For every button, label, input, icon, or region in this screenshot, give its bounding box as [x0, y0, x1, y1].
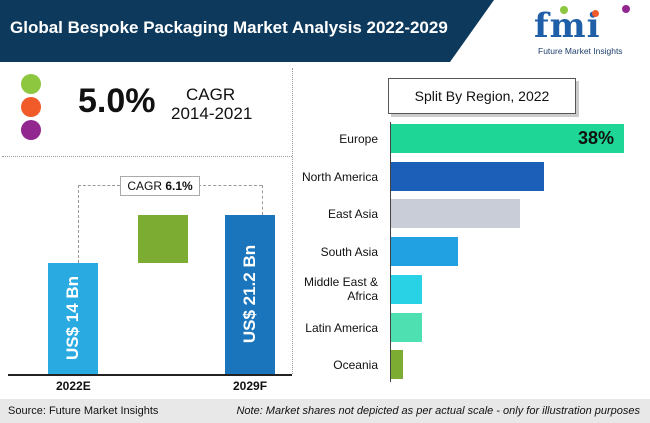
growth-cagr-box: CAGR 6.1%	[120, 176, 200, 196]
year-label: 2022E	[56, 379, 91, 393]
source-text: Source: Future Market Insights	[8, 405, 159, 417]
year-label: 2029F	[233, 379, 268, 393]
region-bar	[391, 161, 545, 191]
divider	[292, 68, 293, 374]
region-label: Latin America	[305, 320, 378, 335]
y-axis	[390, 122, 391, 382]
cagr-label: CAGR	[186, 85, 236, 104]
green-dot-icon	[21, 74, 41, 94]
cagr-years: 2014-2021	[171, 104, 253, 123]
region-label: Oceania	[333, 358, 378, 373]
footer	[0, 399, 650, 423]
cagr-bracket	[198, 185, 262, 186]
region-bar	[391, 199, 520, 229]
baseline	[8, 374, 292, 376]
growth-cagr-label: CAGR	[127, 179, 162, 193]
region-bar	[391, 274, 422, 304]
bar-value-label: 38%	[578, 128, 615, 148]
region-bar	[391, 312, 422, 342]
bar-value-label: US$ 21.2 Bn	[240, 244, 259, 344]
region-label: South Asia	[320, 245, 378, 260]
bar-value-label: US$ 14 Bn	[63, 275, 82, 361]
logo-dot-icon	[622, 5, 630, 13]
growth-cagr-value: 6.1%	[165, 179, 193, 193]
logo-dot-icon	[592, 10, 599, 17]
logo-dot-icon	[560, 6, 568, 14]
orange-dot-icon	[21, 97, 41, 117]
page-title: Global Bespoke Packaging Market Analysis…	[10, 18, 448, 37]
cagr-bracket	[262, 185, 263, 215]
cagr-bracket	[78, 185, 79, 263]
fmi-logo: fmi Future Market Insights	[530, 4, 645, 60]
region-bar	[391, 237, 459, 267]
region-label: Europe	[339, 132, 378, 146]
divider	[2, 156, 292, 157]
increment-bar	[138, 215, 188, 263]
region-label: Middle East & Africa	[303, 274, 378, 303]
logo-subtitle: Future Market Insights	[538, 46, 623, 56]
region-bar	[391, 124, 624, 153]
region-chart-title: Split By Region, 2022	[388, 78, 576, 114]
purple-dot-icon	[21, 120, 41, 140]
region-label: North America	[301, 169, 378, 184]
market-bar-2022	[48, 263, 98, 374]
cagr-value: 5.0%	[78, 82, 156, 120]
cagr-bracket	[78, 185, 120, 186]
region-bar	[391, 350, 404, 380]
region-label: East Asia	[327, 207, 378, 222]
note-text: Note: Market shares not depicted as per …	[236, 405, 640, 417]
market-bar-2029	[225, 215, 275, 374]
